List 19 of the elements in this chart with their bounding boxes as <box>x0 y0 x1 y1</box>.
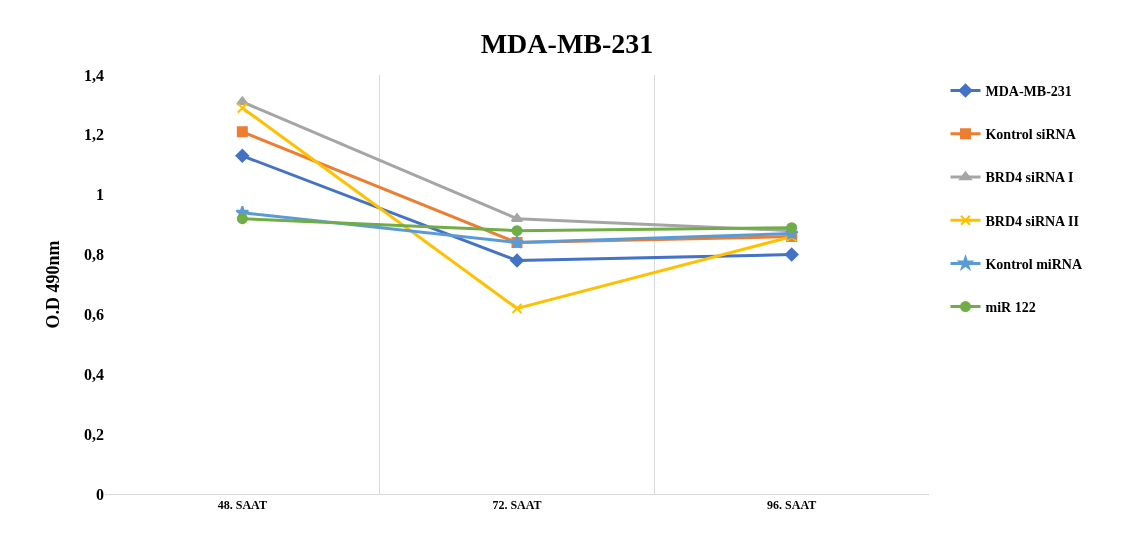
x-tick-label: 72. SAAT <box>492 498 542 513</box>
x-tick-label: 96. SAAT <box>767 498 817 513</box>
y-tick-label: 1,4 <box>84 66 104 84</box>
legend-label: miR 122 <box>985 300 1036 316</box>
y-tick-label: 1,2 <box>84 126 104 144</box>
y-tick-label: 0,4 <box>84 365 104 383</box>
y-tick-label: 0,6 <box>84 306 104 324</box>
legend-label: BRD4 siRNA II <box>985 213 1079 229</box>
y-tick-label: 0 <box>96 485 104 503</box>
y-tick-label: 1 <box>96 186 104 204</box>
y-axis-title: O.D 490nm <box>43 240 63 329</box>
y-tick-label: 0,8 <box>84 246 104 264</box>
legend-label: Kontrol miRNA <box>985 256 1083 272</box>
legend-label: MDA-MB-231 <box>985 84 1072 100</box>
legend-label: BRD4 siRNA I <box>985 170 1074 186</box>
x-tick-label: 48. SAAT <box>217 498 267 513</box>
legend-label: Kontrol siRNA <box>985 127 1077 143</box>
y-tick-label: 0,2 <box>84 425 104 443</box>
chart-title: MDA-MB-231 <box>480 27 654 59</box>
